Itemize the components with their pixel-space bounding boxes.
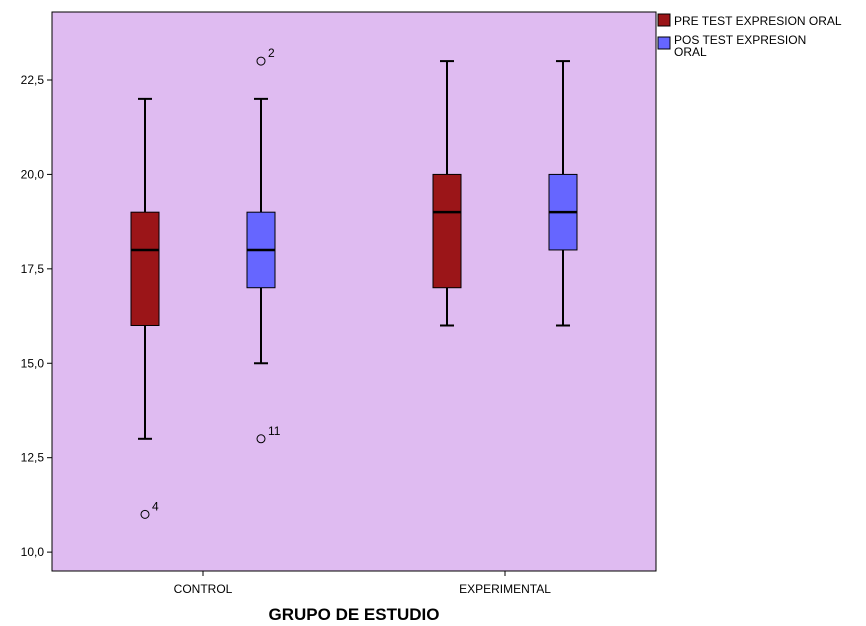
boxes: 4 2 11	[130, 46, 578, 519]
iqr-box	[432, 173, 462, 289]
legend-label-pos-line: ORAL	[674, 45, 707, 59]
legend-swatch-pos	[657, 36, 671, 50]
legend: PRE TEST EXPRESION ORAL POS TEST EXPRESIO…	[657, 13, 842, 59]
y-tick-label: 20,0	[21, 167, 45, 181]
legend-label-pos: POS TEST EXPRESION ORAL	[674, 33, 806, 59]
outlier-point	[140, 509, 150, 519]
outlier-label: 4	[152, 499, 159, 513]
y-tick-label: 17,5	[21, 262, 45, 276]
box-experimental-pre	[432, 60, 462, 327]
x-axis: CONTROL EXPERIMENTAL	[174, 571, 551, 596]
box-control-pos: 2 11	[246, 46, 281, 444]
outlier-label: 11	[268, 424, 281, 438]
outlier-point	[256, 56, 266, 66]
y-tick-label: 10,0	[21, 545, 45, 559]
y-tick-label: 15,0	[21, 356, 45, 370]
outlier-point	[256, 434, 266, 444]
x-axis-title: GRUPO DE ESTUDIO	[269, 605, 440, 624]
legend-swatch-pre	[657, 13, 671, 27]
x-tick-label: CONTROL	[174, 582, 233, 596]
box-control-pre: 4	[130, 97, 160, 519]
legend-label-pre: PRE TEST EXPRESION ORAL	[674, 14, 842, 28]
iqr-box	[130, 211, 160, 326]
x-tick-label: EXPERIMENTAL	[459, 582, 551, 596]
box-experimental-pos	[548, 60, 578, 327]
legend-label-pos-line: POS TEST EXPRESION	[674, 33, 806, 47]
y-tick-label: 22,5	[21, 73, 45, 87]
y-axis: 10,0 12,5 15,0 17,5 20,0 22,5	[21, 73, 52, 559]
outlier-label: 2	[268, 46, 275, 60]
y-tick-label: 12,5	[21, 451, 45, 465]
